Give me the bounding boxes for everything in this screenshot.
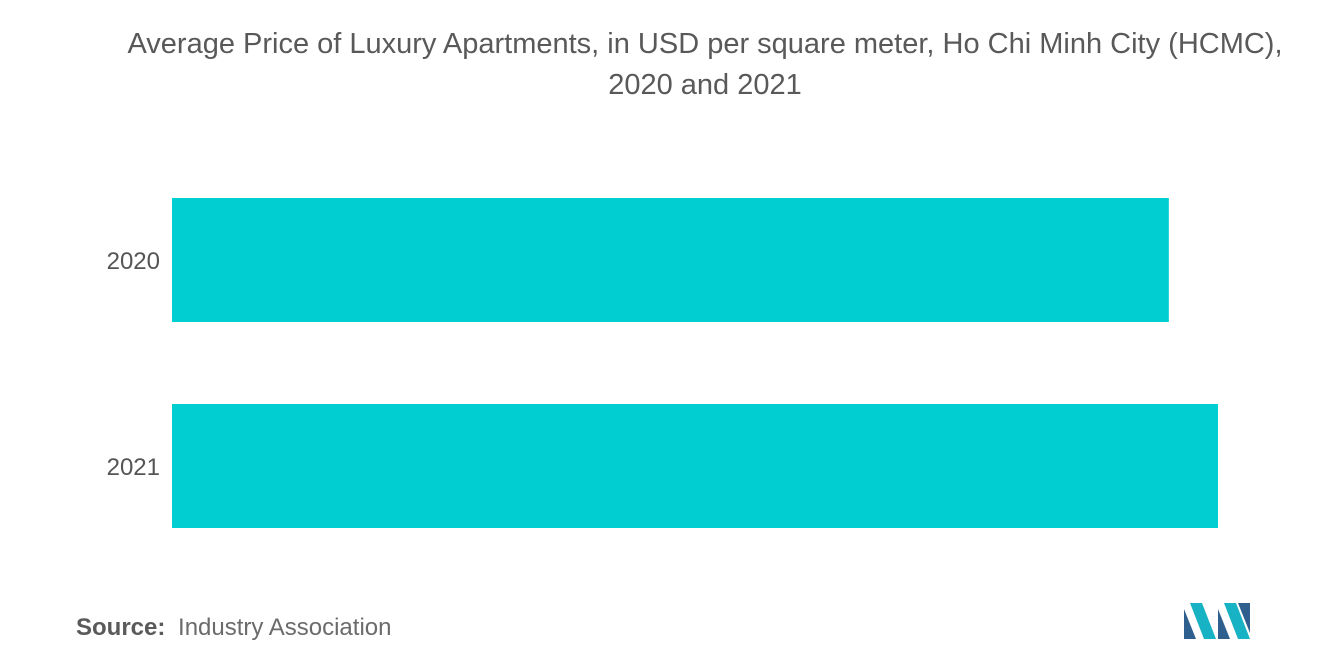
bars-layer: [172, 198, 1218, 528]
category-labels-layer: 2020 2021: [107, 248, 160, 481]
chart-title: Average Price of Luxury Apartments, in U…: [127, 28, 1283, 101]
bar-2021: [172, 404, 1218, 528]
category-label-2021: 2021: [107, 454, 160, 481]
bar-2020: [172, 198, 1169, 322]
category-label-2020: 2020: [107, 248, 160, 275]
source-note: Source: Industry Association: [76, 614, 391, 642]
source-text: Industry Association: [178, 614, 392, 641]
source-label: Source:: [76, 614, 166, 641]
mordor-intelligence-logo-icon: [1184, 603, 1250, 639]
